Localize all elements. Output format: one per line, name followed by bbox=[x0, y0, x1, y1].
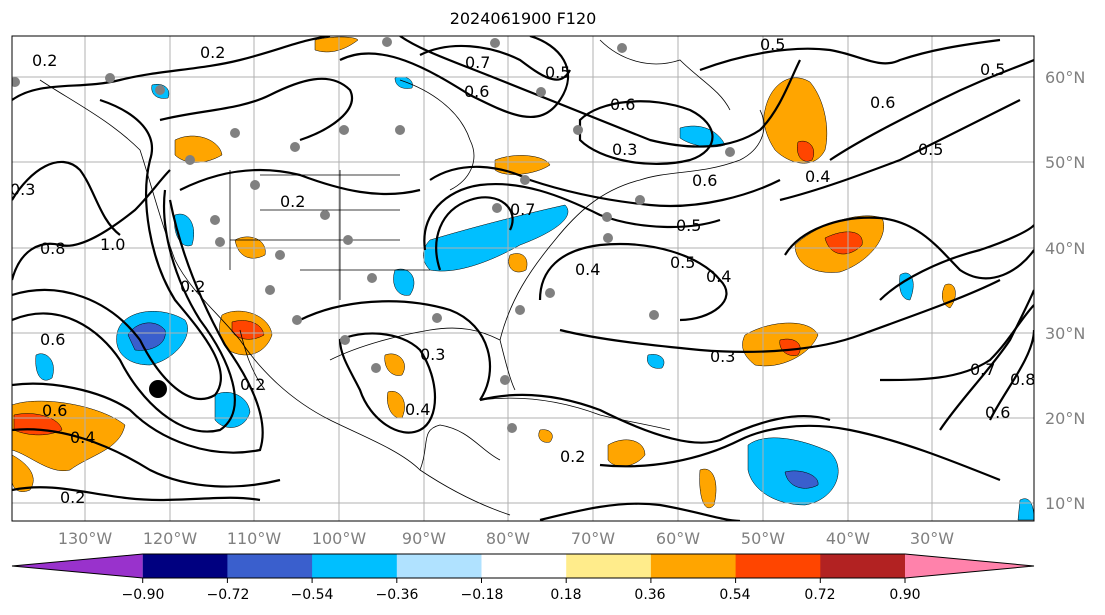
contour-label: 0.3 bbox=[710, 347, 735, 366]
lon-label: 100°W bbox=[312, 529, 367, 548]
contour-label: 0.7 bbox=[510, 200, 535, 219]
lon-label: 110°W bbox=[227, 529, 282, 548]
colorbar-segment bbox=[820, 554, 906, 578]
colorbar-tick-label: −0.36 bbox=[376, 587, 419, 603]
lat-label: 20°N bbox=[1045, 409, 1085, 428]
lon-label: 130°W bbox=[58, 529, 113, 548]
colorbar bbox=[11, 553, 1035, 583]
map-title: 2024061900 F120 bbox=[449, 9, 597, 28]
contour-label: 0.4 bbox=[575, 260, 600, 279]
contour-label: 0.3 bbox=[612, 140, 637, 159]
contour-label: 0.3 bbox=[10, 180, 35, 199]
colorbar-ticks: −0.90 −0.72 −0.54 −0.36 −0.18 0.18 0.36 … bbox=[122, 587, 921, 603]
lat-label: 40°N bbox=[1045, 239, 1085, 258]
colorbar-segment bbox=[396, 554, 482, 578]
lon-label: 50°W bbox=[741, 529, 785, 548]
colorbar-tick-label: 0.90 bbox=[889, 587, 920, 603]
contour-label: 0.5 bbox=[980, 60, 1005, 79]
contour-lines bbox=[12, 36, 1034, 521]
contour-label: 0.3 bbox=[420, 345, 445, 364]
contour-label: 0.7 bbox=[465, 53, 490, 72]
lon-label: 120°W bbox=[143, 529, 198, 548]
contour-label: 0.2 bbox=[560, 447, 585, 466]
lon-label: 80°W bbox=[486, 529, 530, 548]
colorbar-tick-label: 0.36 bbox=[634, 587, 665, 603]
colorbar-segment bbox=[735, 554, 821, 578]
contour-label: 0.6 bbox=[870, 93, 895, 112]
contour-label: 0.4 bbox=[805, 167, 830, 186]
contour-label: 0.5 bbox=[670, 253, 695, 272]
colorbar-segment bbox=[650, 554, 737, 578]
contour-label: 1.0 bbox=[100, 235, 125, 254]
contour-label: 0.5 bbox=[760, 35, 785, 54]
contour-label: 0.8 bbox=[1010, 370, 1035, 389]
lat-label: 10°N bbox=[1045, 494, 1085, 513]
lat-label: 60°N bbox=[1045, 68, 1085, 87]
colorbar-tick-label: 0.54 bbox=[719, 587, 750, 603]
colorbar-segment bbox=[227, 554, 313, 578]
map-frame bbox=[11, 35, 1035, 522]
contour-label: 0.8 bbox=[40, 239, 65, 258]
colorbar-tick-label: −0.54 bbox=[291, 587, 334, 603]
contour-label: 0.6 bbox=[42, 401, 67, 420]
colorbar-segment bbox=[905, 554, 1034, 578]
lat-label: 50°N bbox=[1045, 153, 1085, 172]
colorbar-segment bbox=[312, 554, 398, 578]
contour-label: 0.7 bbox=[970, 360, 995, 379]
lon-label: 60°W bbox=[656, 529, 700, 548]
colorbar-segment bbox=[142, 554, 228, 578]
lon-label: 90°W bbox=[402, 529, 446, 548]
colorbar-segment bbox=[481, 554, 567, 578]
contour-label: 0.4 bbox=[706, 267, 731, 286]
map-plot-area: 0.2 0.2 0.2 0.7 0.6 0.5 0.6 0.5 0.6 0.5 … bbox=[10, 35, 1035, 521]
station-markers bbox=[12, 37, 735, 433]
colorbar-segment bbox=[12, 554, 143, 578]
contour-label: 0.2 bbox=[280, 192, 305, 211]
contour-label: 0.5 bbox=[918, 140, 943, 159]
colorbar-tick-label: −0.72 bbox=[207, 587, 250, 603]
lon-label: 30°W bbox=[910, 529, 954, 548]
contour-label: 0.2 bbox=[200, 43, 225, 62]
colorbar-tick-label: −0.18 bbox=[461, 587, 504, 603]
colorbar-tick-label: 0.72 bbox=[804, 587, 835, 603]
contour-label: 0.6 bbox=[464, 82, 489, 101]
colorbar-segment bbox=[566, 554, 652, 578]
contour-label: 0.4 bbox=[405, 400, 430, 419]
colorbar-tick-label: −0.90 bbox=[122, 587, 165, 603]
coastlines bbox=[39, 39, 765, 516]
contour-label: 0.5 bbox=[545, 63, 570, 82]
longitude-axis: 130°W 120°W 110°W 100°W 90°W 80°W 70°W 6… bbox=[58, 529, 954, 548]
contour-label: 0.6 bbox=[985, 403, 1010, 422]
latitude-axis: 60°N 50°N 40°N 30°N 20°N 10°N bbox=[1045, 68, 1085, 513]
contour-label: 0.4 bbox=[70, 428, 95, 447]
storm-center-marker bbox=[149, 380, 167, 398]
contour-label: 0.2 bbox=[32, 51, 57, 70]
lat-label: 30°N bbox=[1045, 324, 1085, 343]
contour-label: 0.5 bbox=[676, 216, 701, 235]
contour-label: 0.6 bbox=[610, 95, 635, 114]
contour-labels: 0.2 0.2 0.2 0.7 0.6 0.5 0.6 0.5 0.6 0.5 … bbox=[10, 35, 1035, 507]
contour-label: 0.6 bbox=[692, 171, 717, 190]
contour-label: 0.6 bbox=[40, 330, 65, 349]
lon-label: 70°W bbox=[571, 529, 615, 548]
contour-label: 0.2 bbox=[60, 488, 85, 507]
lon-label: 40°W bbox=[826, 529, 870, 548]
contour-label: 0.2 bbox=[180, 277, 205, 296]
colorbar-tick-label: 0.18 bbox=[550, 587, 581, 603]
contour-label: 0.2 bbox=[240, 375, 265, 394]
